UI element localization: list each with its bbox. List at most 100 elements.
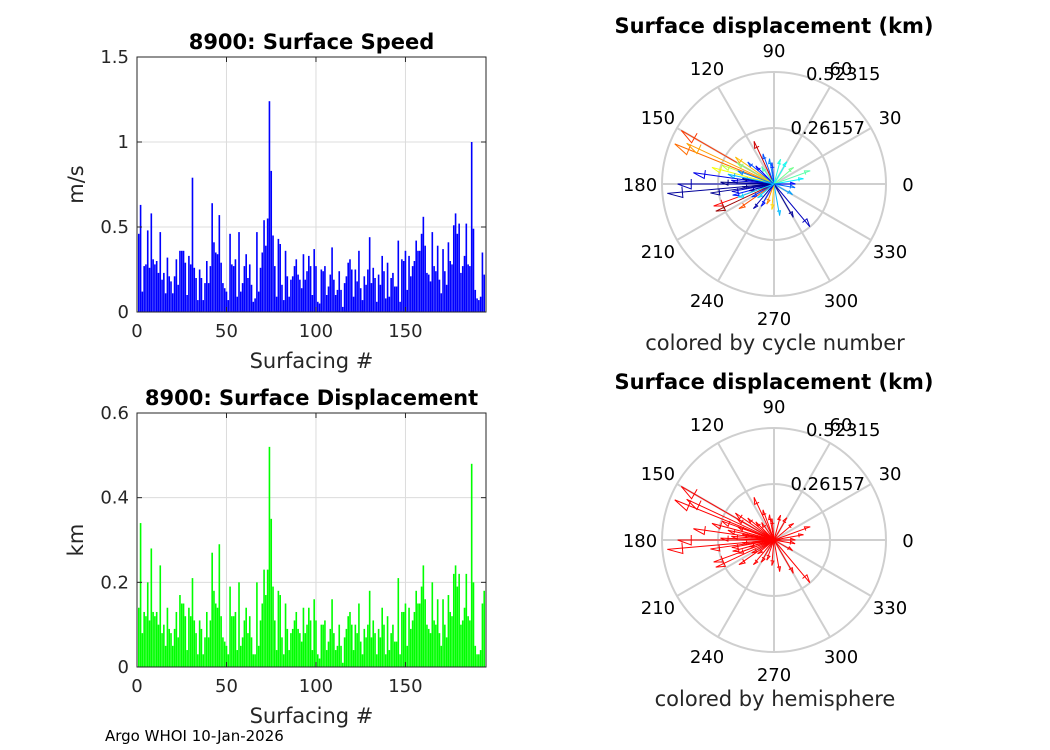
bar xyxy=(456,586,459,667)
bar xyxy=(365,284,367,312)
displacement-arrow xyxy=(773,539,781,572)
bar xyxy=(325,650,328,667)
displacement-arrow xyxy=(727,173,775,185)
displacement-arrow xyxy=(737,183,775,198)
bar xyxy=(392,272,394,312)
bar xyxy=(343,637,346,667)
bar xyxy=(306,271,308,312)
arrow-head xyxy=(803,170,811,175)
bar xyxy=(161,633,163,667)
bar xyxy=(451,616,453,667)
bar xyxy=(483,274,486,312)
plot-frame xyxy=(136,56,487,313)
x-tick-label: 0 xyxy=(131,321,142,342)
bar xyxy=(440,645,443,667)
bar xyxy=(300,288,303,312)
bar xyxy=(452,225,455,312)
displacement-arrow xyxy=(747,517,775,541)
arrow-head xyxy=(674,499,692,512)
bar xyxy=(214,252,217,312)
bar xyxy=(286,276,289,312)
bar xyxy=(422,565,425,667)
bar xyxy=(223,288,226,312)
bar xyxy=(195,633,197,667)
arrow-head xyxy=(680,486,698,500)
bar xyxy=(427,628,430,667)
bar xyxy=(415,590,418,667)
bar xyxy=(356,281,358,312)
bar xyxy=(166,607,169,667)
bar xyxy=(469,620,471,667)
bar xyxy=(424,599,426,667)
bar xyxy=(331,247,333,312)
bar xyxy=(184,262,187,312)
bar xyxy=(358,603,360,667)
arrow-head xyxy=(766,198,771,205)
bar xyxy=(447,595,450,667)
bar xyxy=(299,633,301,667)
bar xyxy=(222,283,224,312)
bar xyxy=(456,233,459,312)
arrow-head xyxy=(762,509,767,516)
arrow-head xyxy=(667,542,684,555)
arrow-head xyxy=(788,566,794,574)
bar xyxy=(461,266,464,312)
arrow-head xyxy=(720,535,729,542)
bar xyxy=(213,590,215,667)
y-axis-label: km xyxy=(64,524,88,557)
arrow-head xyxy=(693,170,706,180)
arrow-head xyxy=(737,526,745,532)
bar xyxy=(345,628,348,667)
bar xyxy=(220,262,222,312)
arrow-head xyxy=(710,188,721,196)
bar xyxy=(481,603,484,667)
bar xyxy=(420,233,423,312)
arrow-head xyxy=(721,164,731,172)
bar xyxy=(402,261,405,312)
arrow-head xyxy=(674,143,692,156)
bar xyxy=(188,607,190,667)
bar xyxy=(180,250,183,312)
bar xyxy=(322,624,324,667)
bar xyxy=(399,301,401,312)
bar xyxy=(236,650,239,667)
bar xyxy=(277,590,280,667)
bar xyxy=(395,641,398,667)
bar xyxy=(469,266,471,312)
bar xyxy=(427,274,430,312)
bar xyxy=(241,637,244,667)
bar xyxy=(218,544,221,667)
bar xyxy=(157,272,160,312)
bar xyxy=(315,266,317,312)
bar xyxy=(209,266,212,312)
bar xyxy=(152,611,154,667)
x-tick-label: 100 xyxy=(299,321,333,342)
arrow-head xyxy=(776,210,782,216)
x-tick-label: 0 xyxy=(131,676,142,697)
displacement-arrow xyxy=(757,183,775,199)
arrow-head xyxy=(802,573,811,583)
arrow-head xyxy=(770,204,775,210)
bar xyxy=(467,264,469,312)
bar xyxy=(274,620,276,667)
arrow-head xyxy=(720,179,729,186)
bar xyxy=(286,628,289,667)
bar xyxy=(476,654,478,667)
bar xyxy=(161,279,163,312)
bar xyxy=(445,284,448,312)
bar xyxy=(379,284,382,312)
bar xyxy=(402,611,405,667)
bar xyxy=(157,624,160,667)
bar xyxy=(243,620,246,667)
bar xyxy=(352,296,355,312)
bar xyxy=(155,611,158,667)
polar-angle-label: 180 xyxy=(623,175,657,196)
bar xyxy=(363,628,366,667)
bar xyxy=(259,620,262,667)
arrow-head xyxy=(753,141,760,150)
bar xyxy=(429,633,432,667)
displacement-arrow xyxy=(737,539,775,554)
bar xyxy=(408,607,410,667)
bar xyxy=(340,289,342,312)
bar xyxy=(331,599,333,667)
